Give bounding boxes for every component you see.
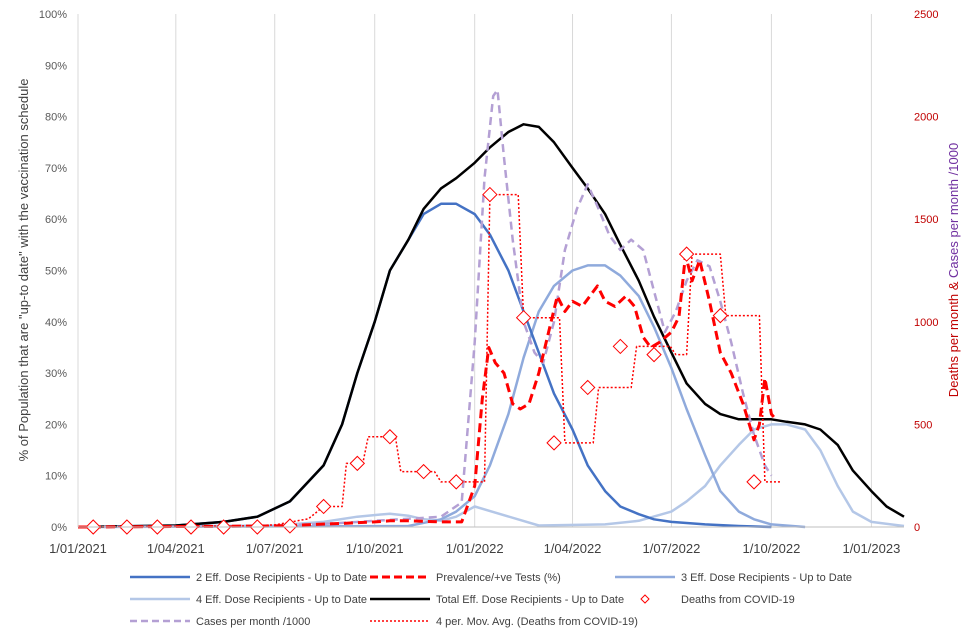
y-right-tick-label: 0 [914, 522, 920, 534]
death-marker [546, 435, 562, 451]
y-left-tick-label: 0% [51, 522, 67, 534]
y-left-axis-title: % of Population that are "up-to date" wi… [16, 79, 31, 462]
y-right-tick-label: 2000 [914, 112, 938, 124]
x-tick-label: 1/04/2021 [147, 541, 205, 556]
x-tick-label: 1/10/2021 [346, 541, 404, 556]
x-tick-label: 1/01/2023 [842, 541, 900, 556]
y-right-tick-label: 2500 [914, 9, 938, 21]
series-line-prevalence-ve-tests [77, 253, 777, 529]
death-marker [515, 309, 532, 326]
x-tick-label: 1/01/2022 [446, 541, 504, 556]
y-right-tick-label: 1500 [914, 214, 938, 226]
y-right-tick-label: 1000 [914, 317, 938, 329]
x-tick-label: 1/07/2022 [642, 541, 700, 556]
y-left-tick-label: 70% [45, 163, 67, 175]
y-left-tick-label: 20% [45, 419, 67, 431]
death-marker [382, 429, 398, 445]
axes: 1/01/2021 1/04/2021 1/07/2021 1/10/2021 1/01… [39, 9, 939, 556]
death-marker [612, 338, 629, 355]
y-right-axis-title: Deaths per month & Cases per month /1000 [946, 143, 961, 397]
series-line-total-eff-dose-recipients-up-to-date [77, 123, 905, 529]
death-marker [315, 498, 332, 515]
y-left-tick-label: 80% [45, 112, 67, 124]
legend-swatch [640, 594, 650, 604]
x-tick-label: 1/10/2022 [742, 541, 800, 556]
x-tick-label: 1/04/2022 [544, 541, 602, 556]
chart-legend: 2 Eff. Dose Recipients - Up to Date Preva… [130, 572, 852, 628]
death-marker [646, 346, 662, 363]
series-line-4-per-mov-avg-deaths-from-covid-19 [77, 193, 782, 528]
series-line-4-eff-dose-recipients-up-to-date [77, 423, 905, 529]
y-left-tick-label: 30% [45, 368, 67, 380]
y-right-axis-title-cases: Cases per month /1000 [946, 143, 961, 278]
y-left-tick-label: 100% [39, 9, 67, 21]
legend-label: Cases per month /1000 [196, 616, 310, 628]
series-layer [77, 88, 905, 529]
legend-label: 4 Eff. Dose Recipients - Up to Date [196, 594, 367, 606]
y-right-tick-label: 500 [914, 419, 932, 431]
y-left-tick-label: 90% [45, 60, 67, 72]
series-line-cases-per-month-1000 [77, 88, 773, 529]
legend-label: Prevalence/+ve Tests (%) [436, 572, 561, 584]
death-marker [282, 518, 298, 534]
x-tick-label: 1/07/2021 [246, 541, 304, 556]
y-left-tick-label: 10% [45, 471, 67, 483]
legend-label: 2 Eff. Dose Recipients - Up to Date [196, 572, 367, 584]
death-markers [85, 186, 762, 535]
x-tick-label: 1/01/2021 [49, 541, 107, 556]
y-right-axis-title-deaths: Deaths per month & [946, 278, 961, 397]
death-marker [678, 246, 695, 262]
y-left-tick-label: 60% [45, 214, 67, 226]
death-marker [482, 186, 498, 203]
legend-label: 4 per. Mov. Avg. (Deaths from COVID-19) [436, 616, 638, 628]
legend-label: Deaths from COVID-19 [681, 594, 795, 606]
death-marker [712, 307, 729, 324]
death-marker [415, 463, 432, 480]
death-marker [746, 474, 762, 490]
y-left-tick-label: 40% [45, 317, 67, 329]
legend-label: Total Eff. Dose Recipients - Up to Date [436, 594, 624, 606]
y-left-tick-label: 50% [45, 266, 67, 278]
legend-label: 3 Eff. Dose Recipients - Up to Date [681, 572, 852, 584]
death-marker [580, 379, 596, 396]
death-marker [349, 455, 366, 472]
death-marker [448, 474, 464, 490]
